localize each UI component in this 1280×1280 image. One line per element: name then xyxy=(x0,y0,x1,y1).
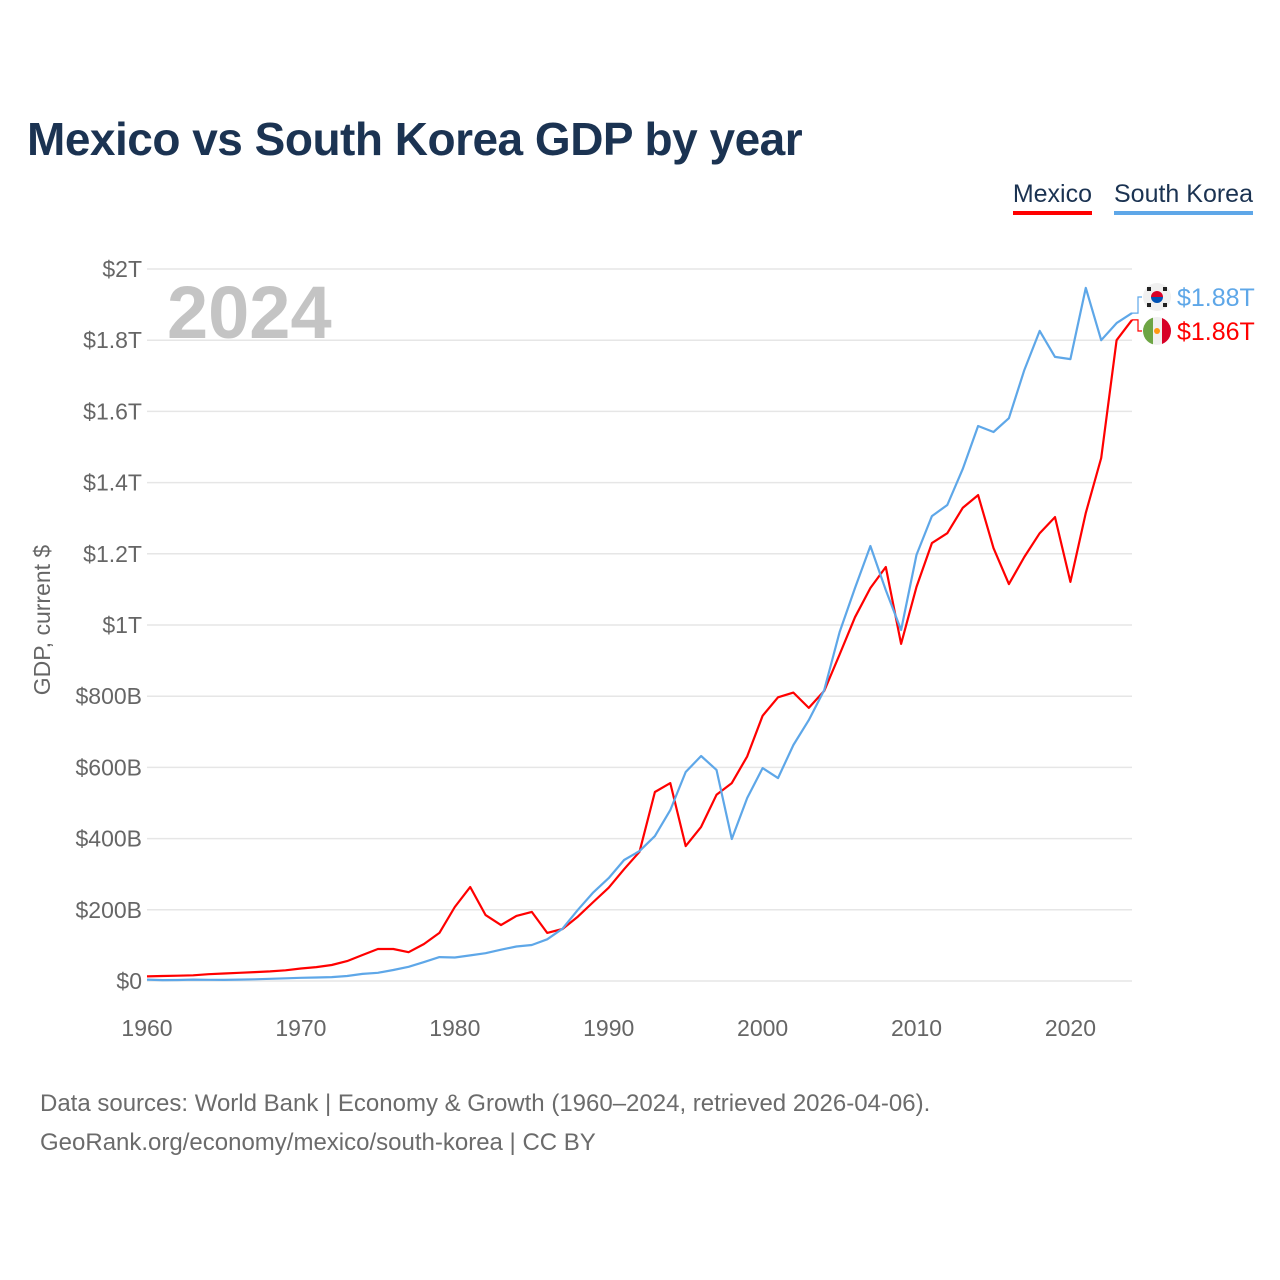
end-value-label: $1.86T xyxy=(1177,318,1255,346)
source-line-1: Data sources: World Bank | Economy & Gro… xyxy=(40,1090,931,1117)
y-tick-label: $0 xyxy=(116,968,142,994)
y-tick-label: $2T xyxy=(102,256,142,282)
x-tick-label: 1960 xyxy=(121,1015,172,1041)
legend-item-mexico[interactable]: Mexico xyxy=(1012,180,1092,215)
x-tick-label: 1980 xyxy=(429,1015,480,1041)
y-tick-label: $1.4T xyxy=(83,470,142,496)
y-tick-label: $1.8T xyxy=(83,327,142,353)
south-korea-flag-icon xyxy=(1143,283,1171,311)
year-watermark: 2024 xyxy=(167,271,332,354)
source-line-2[interactable]: GeoRank.org/economy/mexico/south-korea |… xyxy=(40,1129,596,1156)
x-tick-label: 2010 xyxy=(891,1015,942,1041)
x-tick-label: 1970 xyxy=(275,1015,326,1041)
y-tick-label: $800B xyxy=(75,683,142,709)
page-title: Mexico vs South Korea GDP by year xyxy=(27,113,803,165)
series-line-mexico[interactable] xyxy=(146,319,1133,978)
y-tick-label: $1T xyxy=(102,612,142,638)
y-tick-label: $400B xyxy=(75,826,142,852)
end-label-connector xyxy=(1132,319,1142,332)
source-note: Data sources: World Bank | Economy & Gro… xyxy=(40,1084,930,1162)
end-label-connector xyxy=(1132,296,1142,314)
chart-legend: Mexico South Korea xyxy=(1012,180,1253,215)
x-tick-label: 2000 xyxy=(737,1015,788,1041)
x-tick-label: 1990 xyxy=(583,1015,634,1041)
y-tick-label: $200B xyxy=(75,897,142,923)
legend-item-south-korea[interactable]: South Korea xyxy=(1114,180,1253,215)
x-tick-label: 2020 xyxy=(1045,1015,1096,1041)
y-tick-label: $1.2T xyxy=(83,541,142,567)
y-tick-label: $1.6T xyxy=(83,398,142,424)
y-tick-label: $600B xyxy=(75,754,142,780)
end-value-label: $1.88T xyxy=(1177,284,1255,312)
series-line-south-korea[interactable] xyxy=(146,286,1133,982)
mexico-flag-icon xyxy=(1143,317,1171,345)
y-axis-title: GDP, current $ xyxy=(29,545,55,696)
